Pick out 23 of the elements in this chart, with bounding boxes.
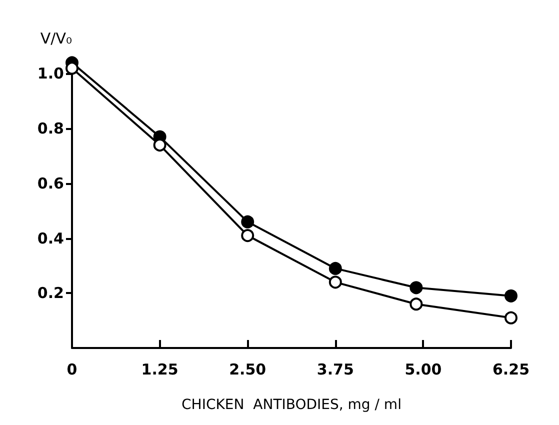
y-tick-label: 1.0 (37, 64, 64, 83)
x-tick-label: 6.25 (492, 360, 530, 378)
point (410, 298, 423, 311)
point (241, 215, 254, 228)
x-tick-label: 5.00 (404, 360, 442, 378)
x-tick-label: 2.50 (229, 360, 266, 378)
x-tick-label: 1.25 (141, 360, 178, 378)
point (410, 281, 423, 294)
point (241, 229, 254, 242)
point (153, 138, 166, 152)
point (328, 262, 342, 275)
y-tick-label: 0.6 (37, 174, 64, 192)
point (66, 62, 78, 75)
y-axis-title: V/V₀ (40, 30, 72, 48)
x-axis-title: CHICKEN ANTIBODIES, mg / ml (182, 397, 402, 413)
y-tick-label: 0.4 (37, 229, 64, 248)
x-tick-label: 3.75 (316, 360, 354, 378)
point (504, 289, 518, 302)
point (504, 311, 518, 324)
y-tick-label: 0.8 (37, 120, 64, 138)
y-tick-label: 0.2 (37, 284, 64, 302)
point (328, 276, 342, 289)
x-tick-label: 0 (66, 360, 78, 378)
